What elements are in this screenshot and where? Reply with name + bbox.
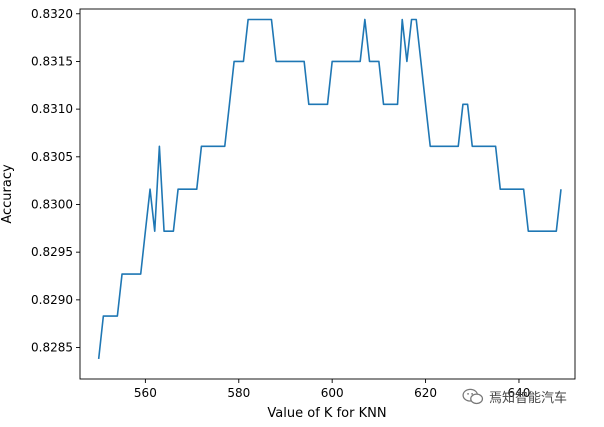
x-axis-ticks: 560 580 600 620 640 (134, 379, 530, 400)
x-tick-label: 560 (134, 386, 157, 400)
y-axis-ticks: 0.8285 0.8290 0.8295 0.8300 0.8305 0.8310 0.83… (31, 7, 80, 355)
y-axis-label: Accuracy (0, 164, 15, 224)
x-tick-label: 600 (321, 386, 344, 400)
x-tick-label: 640 (508, 386, 531, 400)
plot-area (79, 8, 576, 380)
wechat-icon (462, 388, 484, 404)
y-tick-label: 0.8290 (31, 293, 73, 307)
y-tick-label: 0.8285 (31, 341, 73, 355)
accuracy-series-line (97, 18, 562, 360)
watermark-text: 焉知智能汽车 (489, 391, 568, 406)
y-tick-label: 0.8320 (31, 7, 73, 21)
y-tick-label: 0.8300 (31, 197, 73, 211)
x-tick-label: 620 (414, 386, 437, 400)
y-tick-label: 0.8310 (31, 102, 73, 116)
x-axis-label: Value of K for KNN (267, 406, 386, 421)
y-tick-label: 0.8295 (31, 245, 73, 259)
watermark: 焉知智能汽车 (462, 387, 567, 406)
x-tick-label: 580 (227, 386, 250, 400)
y-tick-label: 0.8305 (31, 150, 73, 164)
plot-frame (79, 8, 576, 380)
y-tick-label: 0.8315 (31, 54, 73, 68)
